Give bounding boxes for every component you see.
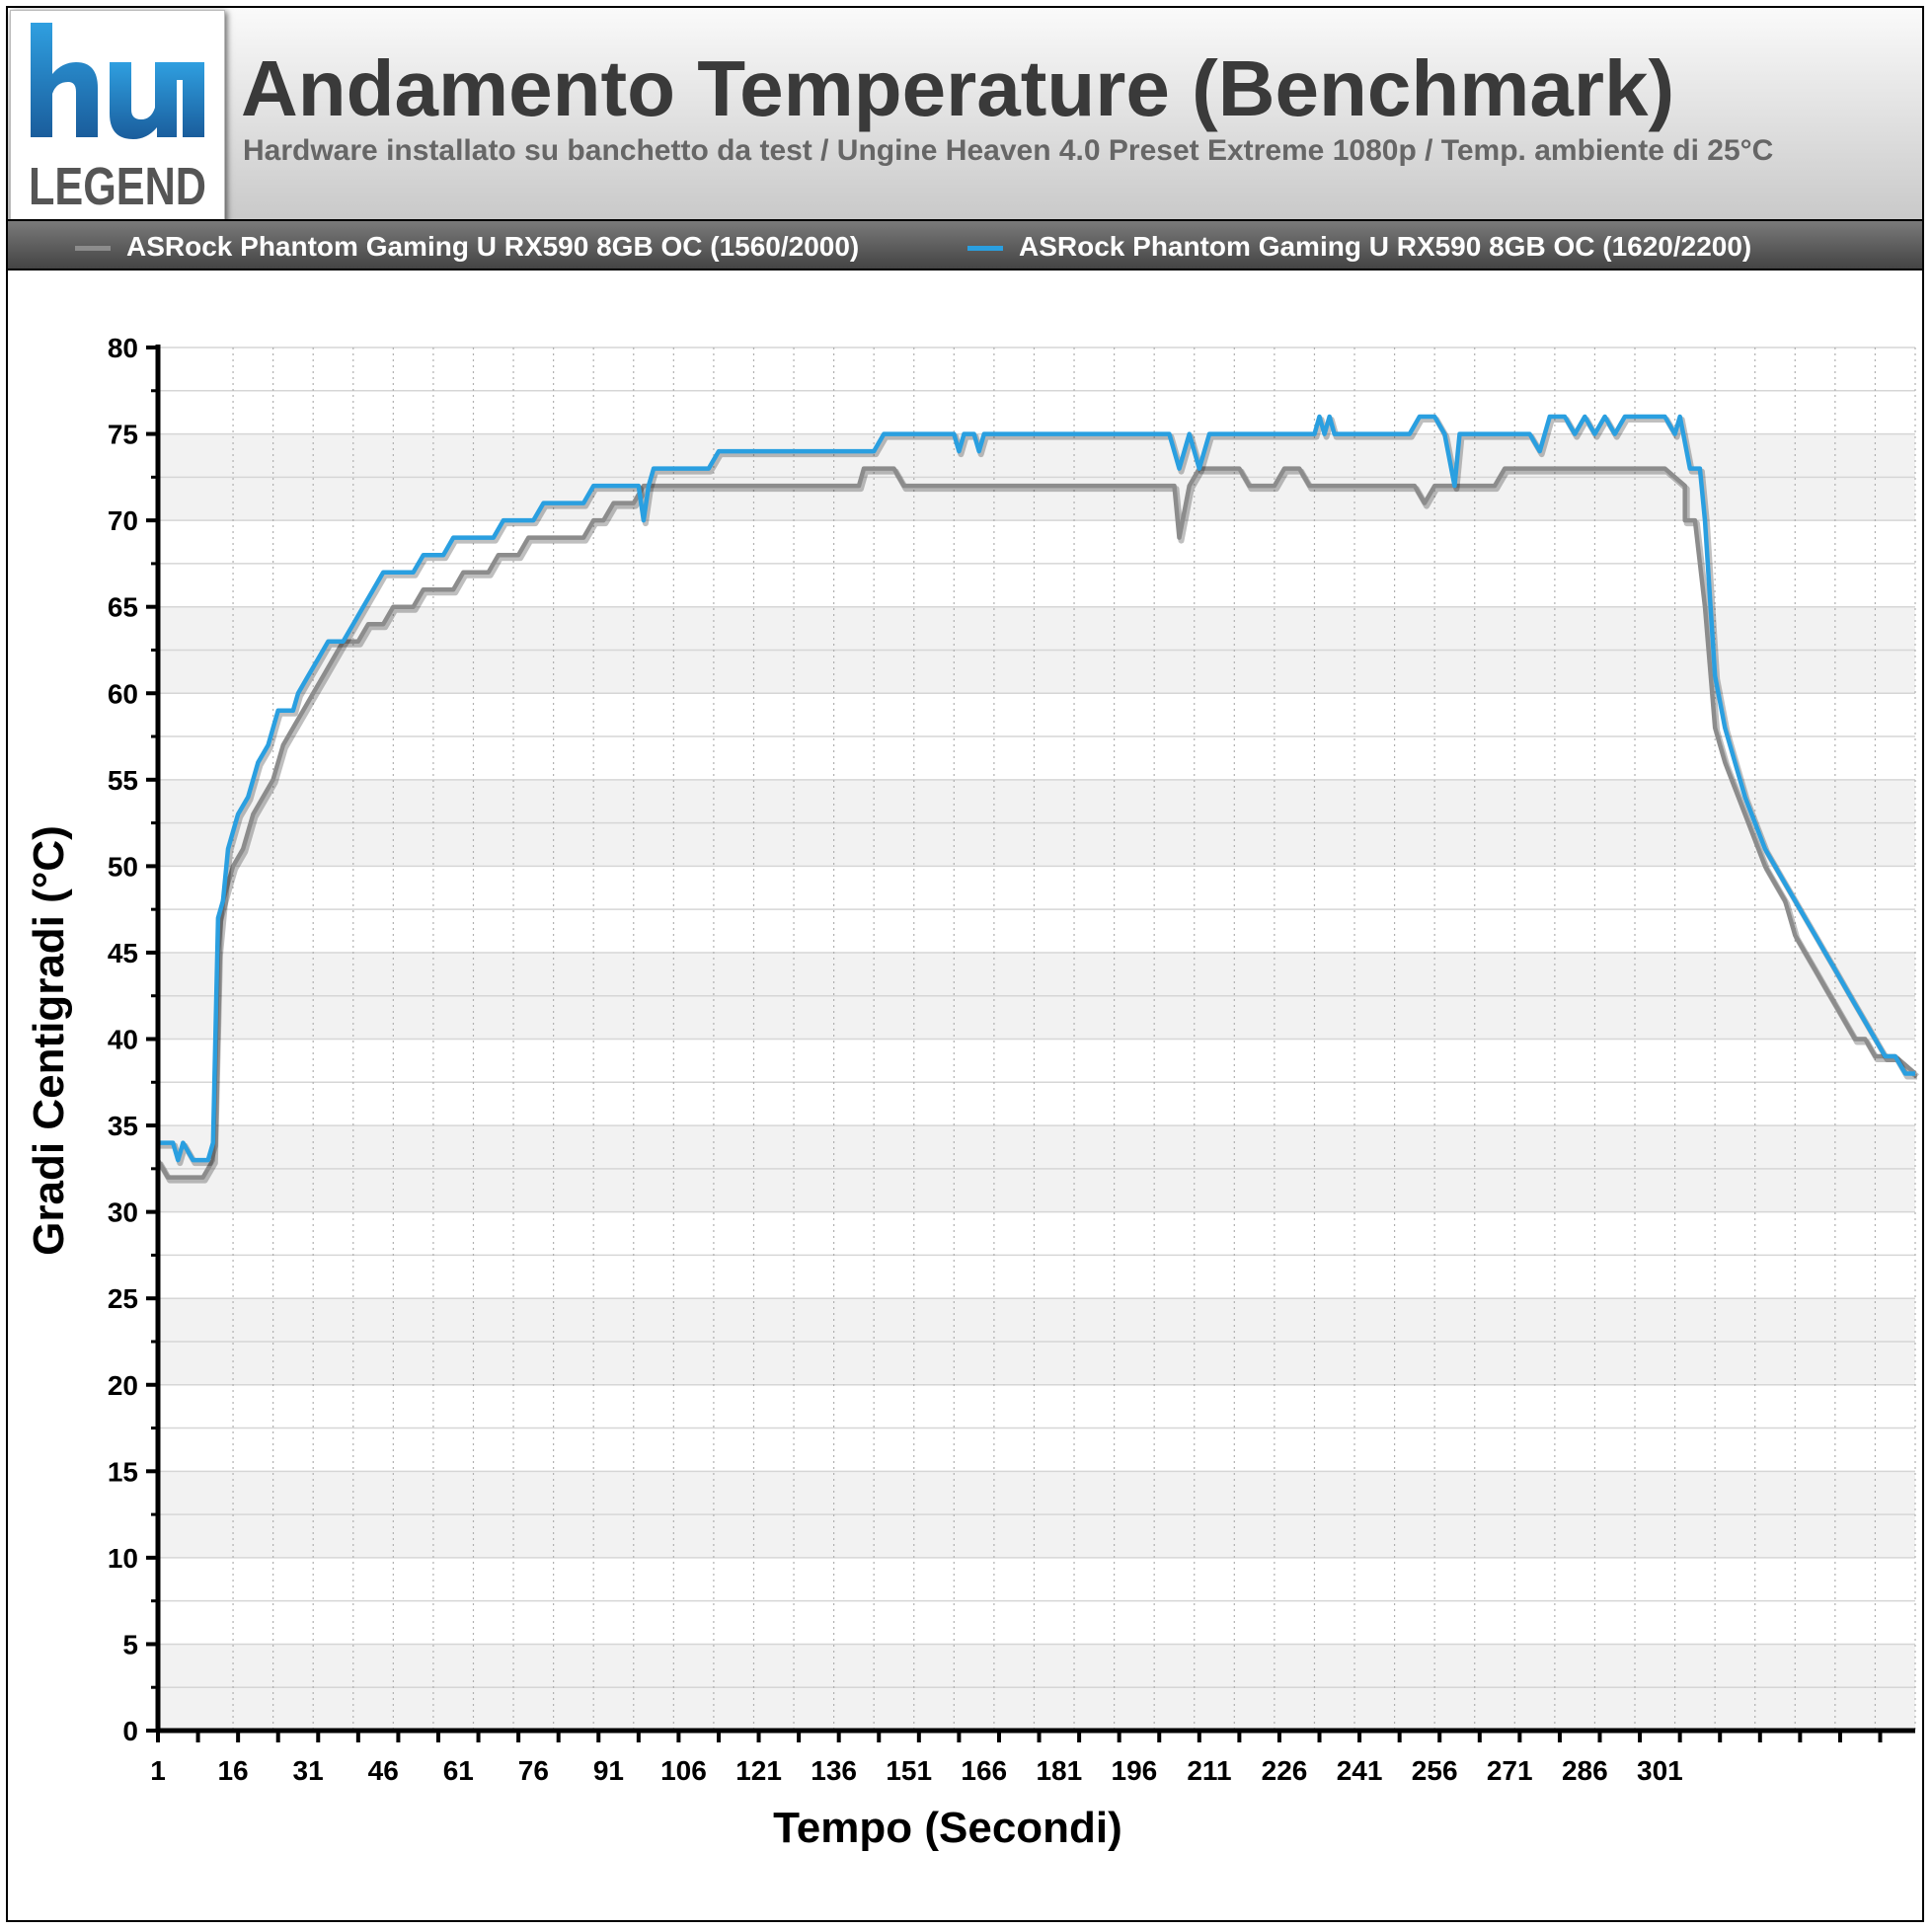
y-tick-label: 25 <box>108 1283 138 1314</box>
x-tick-label: 46 <box>368 1755 399 1786</box>
x-axis-title: Tempo (Secondi) <box>773 1804 1122 1852</box>
y-tick-label: 65 <box>108 592 138 623</box>
x-tick-label: 271 <box>1487 1755 1533 1786</box>
series-group <box>156 414 1919 1184</box>
chart-header <box>6 6 1924 221</box>
site-logo: LEGEND <box>10 10 225 225</box>
y-tick-label: 20 <box>108 1370 138 1401</box>
x-tick-label: 256 <box>1412 1755 1458 1786</box>
x-tick-label: 181 <box>1036 1755 1082 1786</box>
y-axis-title: Gradi Centigradi (°C) <box>25 825 73 1256</box>
x-tick-label: 106 <box>660 1755 707 1786</box>
y-tick-label: 80 <box>108 333 138 363</box>
legend-label-series-1: ASRock Phantom Gaming U RX590 8GB OC (15… <box>126 231 860 262</box>
series-line-1 <box>156 466 1917 1180</box>
y-tick-label: 40 <box>108 1025 138 1055</box>
y-tick-label: 50 <box>108 851 138 882</box>
legend-item-series-1: ASRock Phantom Gaming U RX590 8GB OC (15… <box>75 232 859 262</box>
y-tick-label: 15 <box>108 1456 138 1487</box>
x-tick-label: 61 <box>443 1755 474 1786</box>
y-tick-label: 60 <box>108 678 138 709</box>
logo-text: LEGEND <box>29 157 206 216</box>
x-tick-label: 121 <box>735 1755 782 1786</box>
x-tick-label: 226 <box>1262 1755 1308 1786</box>
x-tick-label: 136 <box>811 1755 857 1786</box>
y-tick-label: 75 <box>108 420 138 450</box>
y-tick-label: 10 <box>108 1543 138 1574</box>
legend: ASRock Phantom Gaming U RX590 8GB OC (15… <box>6 219 1924 270</box>
grid-lines <box>158 347 1916 1731</box>
legend-label-series-2: ASRock Phantom Gaming U RX590 8GB OC (16… <box>1019 231 1752 262</box>
x-tick-label: 241 <box>1337 1755 1383 1786</box>
hu-legend-logo-icon: LEGEND <box>29 23 206 216</box>
y-tick-label: 35 <box>108 1111 138 1141</box>
y-tick-label: 45 <box>108 938 138 968</box>
chart-subtitle: Hardware installato su banchetto da test… <box>243 134 1774 167</box>
x-tick-label: 286 <box>1562 1755 1608 1786</box>
y-tick-label: 0 <box>122 1716 138 1746</box>
y-tick-label: 70 <box>108 505 138 536</box>
x-tick-label: 151 <box>886 1755 932 1786</box>
x-tick-label: 31 <box>293 1755 324 1786</box>
y-tick-label: 5 <box>122 1629 138 1660</box>
x-tick-label: 1 <box>150 1755 166 1786</box>
chart-title: Andamento Temperature (Benchmark) <box>241 44 1675 132</box>
x-tick-label: 91 <box>593 1755 624 1786</box>
x-tick-label: 301 <box>1637 1755 1683 1786</box>
y-tick-label: 55 <box>108 765 138 796</box>
x-tick-label: 166 <box>961 1755 1007 1786</box>
legend-swatch-gray-icon <box>75 246 111 252</box>
x-tick-label: 196 <box>1112 1755 1158 1786</box>
x-tick-label: 76 <box>518 1755 549 1786</box>
legend-item-series-2: ASRock Phantom Gaming U RX590 8GB OC (16… <box>967 232 1751 262</box>
x-tick-label: 211 <box>1187 1755 1231 1786</box>
x-tick-label: 16 <box>217 1755 248 1786</box>
axis-labels: 0 5 10 15 20 25 30 35 40 45 50 55 60 65 70 75 80 1 16 31 46 6… <box>25 333 1683 1852</box>
series-1 <box>156 466 1919 1184</box>
y-tick-label: 30 <box>108 1197 138 1228</box>
axes <box>146 345 1915 1742</box>
legend-swatch-blue-icon <box>967 246 1003 252</box>
series-line-2 <box>158 414 1915 1163</box>
series-2 <box>158 414 1917 1167</box>
